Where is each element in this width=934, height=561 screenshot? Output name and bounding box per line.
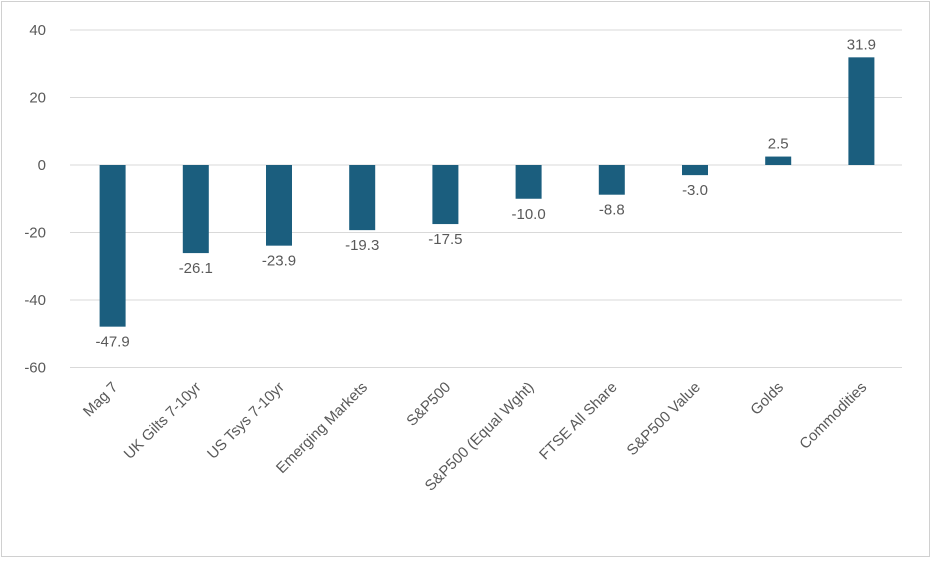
data-label: -23.9	[262, 253, 296, 270]
data-labels: -47.9 -26.1 -23.9 -19.3 -17.5 -10.0 -8.8 -3.0 2.…	[95, 36, 876, 350]
y-tick-label: -60	[24, 360, 46, 377]
bars	[99, 57, 875, 327]
category-label: FTSE All Share	[536, 379, 621, 464]
category-label: Golds	[747, 379, 787, 419]
data-label: -17.5	[428, 231, 462, 248]
y-tick-label: -40	[24, 292, 46, 309]
y-tick-label: 20	[29, 90, 46, 107]
y-axis-ticks: 40 20 0 -20 -40 -60	[24, 22, 46, 377]
category-label: US Tsys 7-10yr	[204, 379, 288, 463]
bar	[266, 165, 292, 246]
y-tick-label: -20	[24, 225, 46, 242]
bar	[182, 165, 209, 254]
data-label: -10.0	[511, 206, 545, 223]
bar	[682, 165, 708, 176]
data-label: -19.3	[345, 237, 379, 254]
category-label: Mag 7	[80, 379, 122, 421]
bar	[848, 57, 875, 165]
bar	[432, 165, 459, 225]
data-label: 2.5	[768, 136, 789, 153]
category-label: Commodities	[796, 379, 870, 453]
data-label: -3.0	[682, 182, 708, 199]
bar	[349, 165, 376, 231]
category-label: Emerging Markets	[273, 379, 371, 477]
category-label: S&P500 Value	[624, 379, 704, 459]
bar	[515, 165, 542, 199]
x-axis-categories: Mag 7 UK Gilts 7-10yr US Tsys 7-10yrEmergi…	[80, 379, 870, 495]
data-label: -26.1	[179, 260, 213, 277]
data-label: -47.9	[95, 334, 129, 351]
bar	[99, 165, 126, 327]
data-label: 31.9	[847, 36, 876, 53]
bar	[598, 165, 625, 195]
category-label: S&P500	[403, 379, 454, 430]
bar	[765, 156, 792, 165]
category-label: UK Gilts 7-10yr	[121, 379, 205, 463]
data-label: -8.8	[599, 202, 625, 219]
y-tick-label: 40	[29, 22, 46, 39]
y-tick-label: 0	[38, 157, 46, 174]
